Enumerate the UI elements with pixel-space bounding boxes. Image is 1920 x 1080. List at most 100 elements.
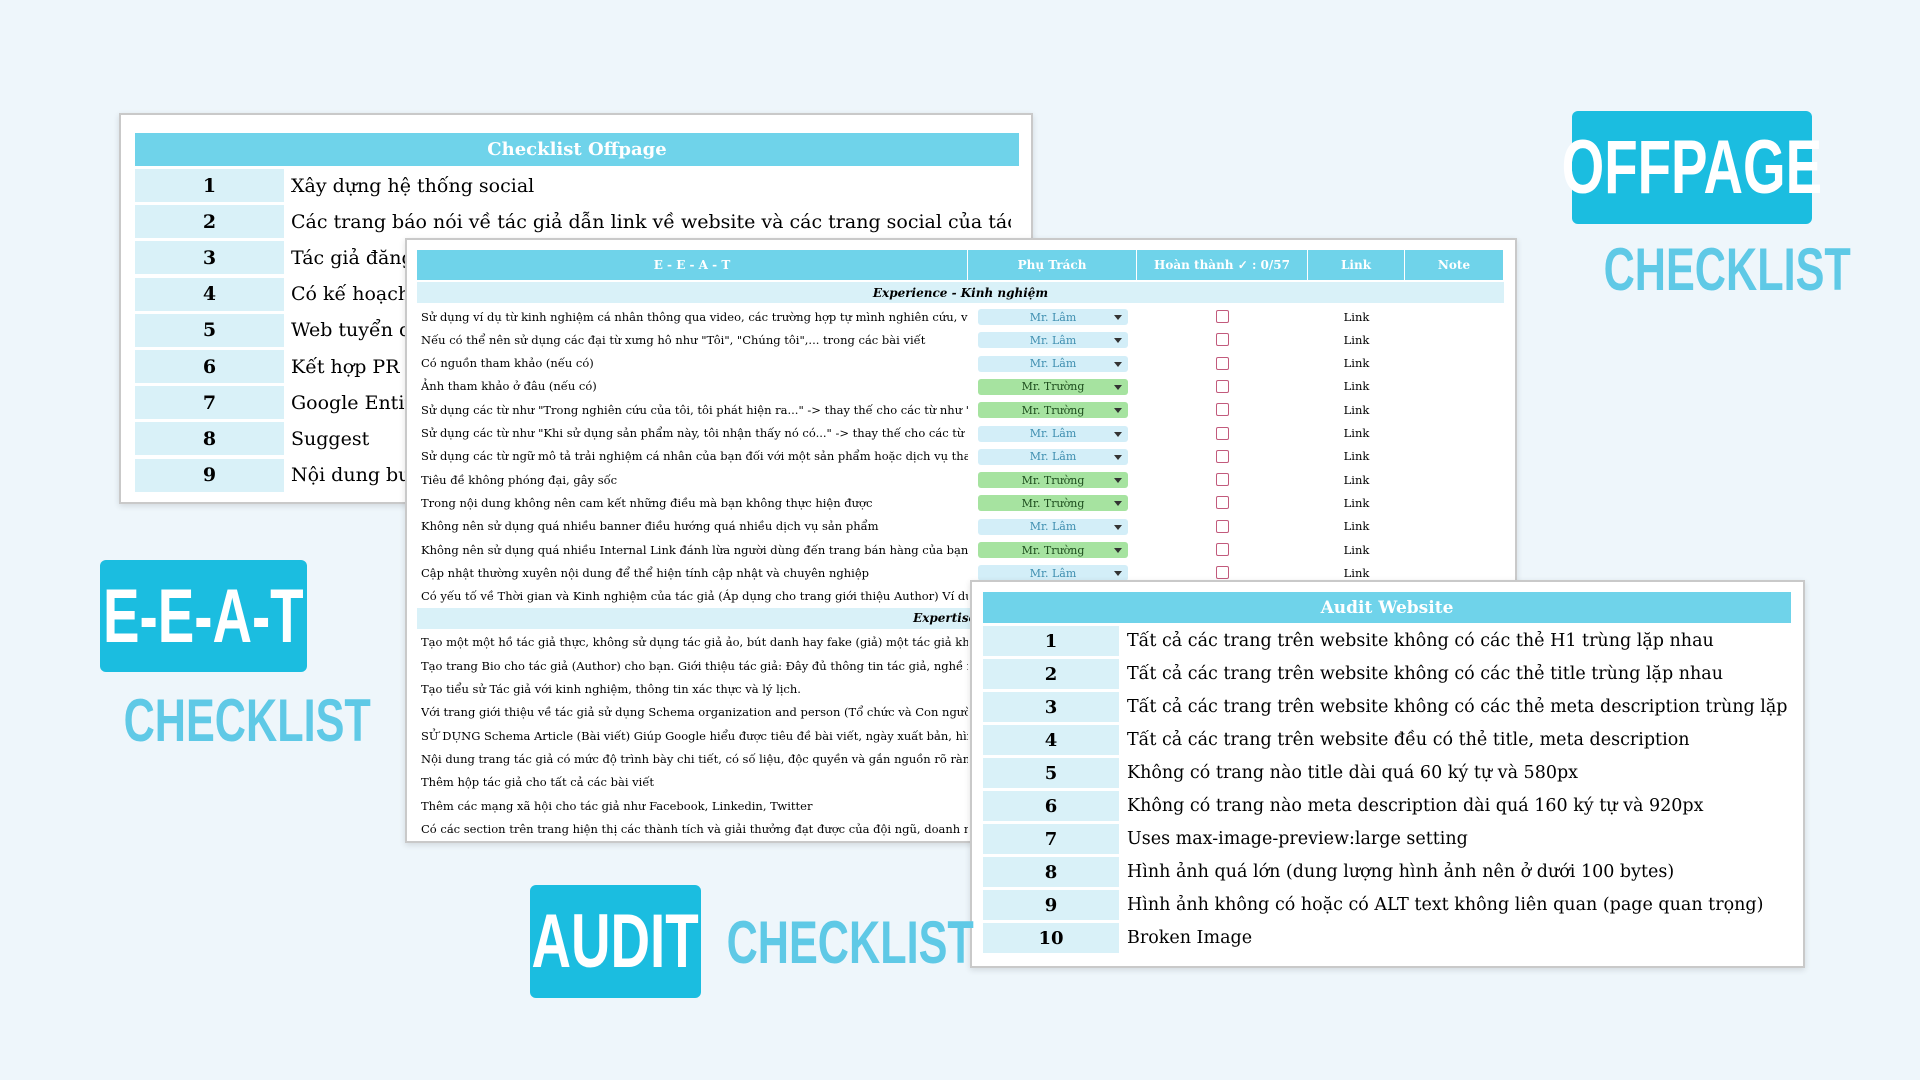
row-text: Uses max-image-preview:large setting [1127, 829, 1468, 849]
row-text: Sử dụng các từ như "Khi sử dụng sản phẩm… [421, 426, 968, 440]
link[interactable]: Link [1343, 472, 1370, 487]
link[interactable]: Link [1343, 402, 1370, 417]
row-text: Không có trang nào title dài quá 60 ký t… [1127, 763, 1579, 783]
dropdown-arrow [1114, 548, 1122, 553]
owner-name: Mr. Lâm [1029, 566, 1077, 580]
row-text: Nội dung buil [291, 464, 423, 487]
row-number: 10 [983, 923, 1119, 953]
checkbox[interactable] [1216, 496, 1229, 510]
row-text: Với trang giới thiệu về tác giả sử dụng … [421, 705, 968, 720]
dropdown-arrow [1114, 478, 1122, 484]
dropdown-arrow [1114, 454, 1122, 460]
row-text: Thêm các mạng xã hội cho tác giả như Fac… [421, 798, 813, 813]
column-header: Hoàn thành ✓ : 0/57 [1137, 250, 1308, 280]
owner-dropdown[interactable]: Mr. Trường [978, 402, 1128, 419]
row-text: Tất cả các trang trên website không có c… [1127, 631, 1714, 651]
link[interactable]: Link [1343, 332, 1370, 347]
owner-dropdown[interactable]: Mr. Lâm [978, 332, 1128, 349]
owner-dropdown[interactable]: Mr. Lâm [978, 565, 1128, 582]
owner-name: Mr. Trường [1021, 403, 1085, 417]
row-number: 9 [135, 458, 284, 492]
row-text: Tạo trang Bio cho tác giả (Author) cho b… [421, 658, 968, 673]
row-text: Không nên sử dụng quá nhiều banner điều … [421, 519, 879, 534]
row-text: Tất cả các trang trên website đều có thẻ… [1127, 730, 1690, 750]
link[interactable]: Link [1343, 426, 1370, 440]
checkbox[interactable] [1216, 426, 1229, 440]
row-text: Sử dụng ví dụ từ kinh nghiệm cá nhân thô… [421, 309, 968, 324]
row-number: 3 [135, 241, 284, 275]
row-text: Web tuyển dụ [291, 319, 424, 342]
link[interactable]: Link [1343, 449, 1370, 464]
dropdown-arrow [1114, 361, 1122, 367]
owner-name: Mr. Trường [1021, 496, 1085, 510]
audit-badge: AUDIT [530, 885, 701, 998]
badge-subtitle: CHECKLIST [726, 909, 974, 976]
owner-dropdown[interactable]: Mr. Trường [978, 378, 1128, 395]
link[interactable]: Link [1343, 309, 1370, 324]
row-text: Trong nội dung không nên cam kết những đ… [421, 495, 873, 510]
eeat-badge: E-E-A-T [100, 560, 307, 672]
row-number: 9 [983, 890, 1119, 920]
row-number: 7 [983, 824, 1119, 854]
column-header: Note [1405, 250, 1504, 280]
checkbox[interactable] [1216, 379, 1229, 393]
checkbox[interactable] [1216, 310, 1229, 323]
row-text: Kết hợp PR th [291, 355, 426, 378]
dropdown-arrow [1114, 501, 1122, 507]
row-number: 3 [983, 692, 1119, 722]
sheet-title: Audit Website [983, 592, 1791, 623]
row-text: Hình ảnh không có hoặc có ALT text không… [1127, 895, 1764, 915]
row-number: 2 [983, 659, 1119, 689]
link[interactable]: Link [1343, 542, 1370, 557]
row-text: Google Entity [291, 391, 423, 414]
checkbox[interactable] [1216, 333, 1229, 347]
owner-name: Mr. Trường [1021, 543, 1085, 557]
badge-subtitle: CHECKLIST [123, 687, 371, 754]
dropdown-arrow [1114, 571, 1122, 577]
checkbox[interactable] [1216, 566, 1229, 580]
checkbox[interactable] [1216, 543, 1229, 556]
owner-name: Mr. Lâm [1029, 520, 1077, 534]
owner-name: Mr. Lâm [1029, 333, 1077, 347]
link[interactable]: Link [1343, 356, 1370, 371]
checkbox[interactable] [1216, 473, 1229, 487]
checkbox[interactable] [1216, 449, 1229, 463]
audit-sheet: Audit Website 1 Tất cả các trang trên web… [970, 580, 1805, 968]
owner-name: Mr. Lâm [1029, 427, 1077, 440]
owner-dropdown[interactable]: Mr. Lâm [978, 425, 1128, 442]
row-number: 8 [135, 422, 284, 456]
checkbox[interactable] [1216, 356, 1229, 370]
owner-name: Mr. Lâm [1029, 450, 1077, 464]
row-number: 5 [135, 313, 284, 347]
dropdown-arrow [1114, 338, 1122, 344]
row-text: Các trang báo nói về tác giả dẫn link về… [291, 210, 1011, 233]
owner-dropdown[interactable]: Mr. Lâm [978, 355, 1128, 372]
row-text: Tạo tiểu sử Tác giả với kinh nghiệm, thô… [421, 682, 801, 696]
row-text: Có nguồn tham khảo (nếu có) [421, 356, 594, 371]
row-number: 4 [983, 725, 1119, 755]
column-header: Phụ Trách [968, 250, 1137, 280]
owner-dropdown[interactable]: Mr. Lâm [978, 518, 1128, 535]
link[interactable]: Link [1343, 519, 1370, 534]
row-text: Tất cả các trang trên website không có c… [1127, 697, 1792, 717]
badge-title: AUDIT [531, 899, 700, 984]
link[interactable]: Link [1343, 495, 1370, 510]
checkbox[interactable] [1216, 519, 1229, 533]
checkbox[interactable] [1216, 403, 1229, 417]
dropdown-arrow [1114, 431, 1122, 437]
owner-dropdown[interactable]: Mr. Trường [978, 495, 1128, 512]
owner-name: Mr. Lâm [1029, 357, 1077, 371]
badge-subtitle: CHECKLIST [1603, 236, 1851, 303]
owner-dropdown[interactable]: Mr. Lâm [978, 448, 1128, 465]
row-text: Có kế hoạch x [291, 283, 427, 306]
owner-dropdown[interactable]: Mr. Trường [978, 472, 1128, 489]
row-text: Suggest [291, 427, 370, 450]
offpage-badge: OFFPAGE [1562, 111, 1822, 224]
link[interactable]: Link [1343, 565, 1370, 580]
owner-dropdown[interactable]: Mr. Trường [978, 542, 1128, 558]
link[interactable]: Link [1343, 379, 1370, 394]
row-text: Nội dung trang tác giả có mức độ trình b… [421, 751, 968, 766]
row-number: 2 [135, 205, 284, 239]
owner-dropdown[interactable]: Mr. Lâm [978, 309, 1128, 325]
